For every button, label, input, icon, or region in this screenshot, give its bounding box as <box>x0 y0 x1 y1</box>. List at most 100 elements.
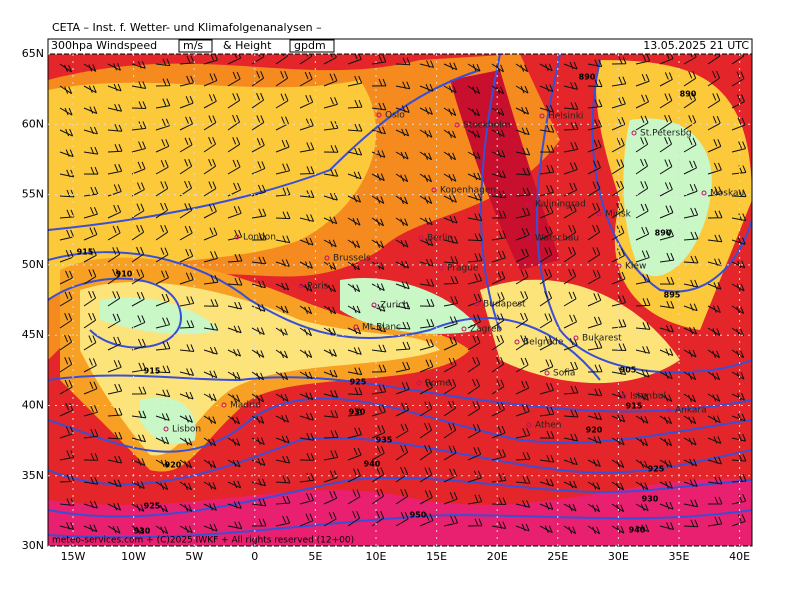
wind-barb <box>59 107 73 116</box>
wind-barb <box>419 467 433 483</box>
wind-barb <box>107 268 121 285</box>
city-marker <box>621 393 627 399</box>
wind-barb <box>395 260 410 269</box>
wind-barb <box>347 239 361 249</box>
wind-barb <box>707 93 721 109</box>
wind-barb <box>59 169 75 178</box>
wind-barb <box>419 422 433 439</box>
wind-barb <box>155 503 169 513</box>
wind-barb <box>323 410 339 418</box>
city-label: Oslo <box>385 111 405 121</box>
wind-barb <box>491 107 505 116</box>
wind-barb <box>203 136 217 153</box>
wind-barb <box>155 139 170 153</box>
wind-barb <box>659 54 674 65</box>
wind-barb <box>683 71 697 87</box>
wind-barb <box>155 317 171 329</box>
wind-barb <box>179 437 193 446</box>
wind-barb <box>659 348 674 357</box>
wind-barb <box>107 360 122 373</box>
wind-barb <box>443 357 457 373</box>
wind-barb <box>107 204 122 219</box>
wind-barb <box>707 162 722 175</box>
wind-barb <box>419 359 434 373</box>
wind-barb <box>419 513 434 527</box>
wind-barb <box>59 402 74 417</box>
wind-barb <box>323 511 337 527</box>
wind-barb <box>347 217 361 226</box>
contour-label: 905 <box>620 366 637 375</box>
city-label: Sofia <box>553 369 575 379</box>
wind-barb <box>347 99 363 109</box>
wind-barb <box>107 407 123 417</box>
wind-barb <box>419 60 435 68</box>
wind-barb <box>635 459 649 469</box>
wind-barb <box>275 414 290 423</box>
wind-barb <box>587 459 601 467</box>
wind-barb <box>491 129 505 138</box>
wind-barb <box>587 119 603 131</box>
wind-barb <box>443 195 457 203</box>
wind-barb <box>491 521 507 530</box>
lat-label: 50N <box>22 258 44 271</box>
wind-barb <box>371 217 385 227</box>
wind-barb <box>203 251 218 263</box>
wind-barb <box>707 210 723 219</box>
wind-barb <box>467 253 483 263</box>
wind-barb <box>251 161 266 175</box>
wind-barb <box>587 481 601 490</box>
wind-barb <box>251 232 267 241</box>
decor <box>48 54 752 539</box>
wind-barb <box>563 503 577 512</box>
wind-barb <box>587 203 601 219</box>
wind-barb <box>59 379 73 395</box>
wind-barb <box>227 301 243 310</box>
wind-barb <box>635 369 650 378</box>
lon-label: 10W <box>121 550 146 563</box>
contour-label: 895 <box>664 291 681 300</box>
valid-time: 13.05.2025 21 UTC <box>643 39 749 52</box>
wind-barb <box>299 392 314 401</box>
wind-barb <box>227 277 243 286</box>
wind-barb <box>323 369 338 378</box>
lon-label: 25E <box>547 550 568 563</box>
wind-barb <box>107 383 123 395</box>
wind-barb <box>635 437 649 447</box>
wind-barb <box>227 137 241 153</box>
height-contour <box>48 277 182 349</box>
city-marker <box>514 339 520 345</box>
city-label: Moskau <box>710 189 744 199</box>
wind-barb <box>635 158 649 175</box>
wind-barb <box>635 115 649 131</box>
city-label: Zurich <box>380 301 409 311</box>
wind-barb <box>179 95 194 109</box>
wind-barb <box>539 502 554 511</box>
wind-barb <box>251 256 267 265</box>
wind-barb <box>443 85 457 94</box>
wind-barb <box>683 499 699 508</box>
wind-barb <box>347 347 362 355</box>
wind-barb <box>419 107 433 115</box>
wind-barb <box>395 151 409 160</box>
wind-barb <box>227 114 241 131</box>
wind-barb <box>515 187 531 197</box>
wind-barb <box>683 184 698 197</box>
wind-barb <box>371 173 385 182</box>
wind-barb <box>467 63 481 72</box>
wind-barb <box>539 290 553 307</box>
wind-barb <box>251 280 266 289</box>
wind-barb <box>419 151 433 161</box>
wind-barb <box>107 502 122 511</box>
wind-barb <box>83 269 97 285</box>
city-label: Bukarest <box>582 334 622 344</box>
wind-barb <box>179 116 194 131</box>
lon-label: 35E <box>669 550 690 563</box>
wind-barb <box>347 305 361 314</box>
wind-barb <box>251 518 267 527</box>
wind-barb <box>419 83 434 92</box>
wind-barb <box>179 368 195 376</box>
city-marker <box>666 407 672 413</box>
wind-barb <box>323 283 337 293</box>
wind-barb <box>371 261 385 270</box>
wind-barb <box>131 292 145 307</box>
